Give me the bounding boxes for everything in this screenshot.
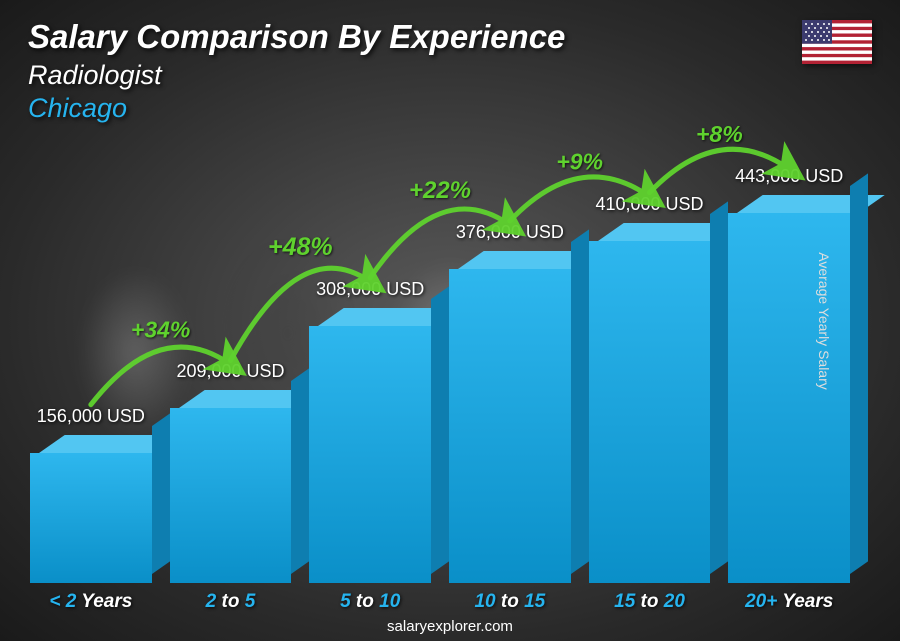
growth-arc bbox=[510, 177, 650, 221]
growth-arc bbox=[370, 209, 510, 278]
growth-arc bbox=[91, 347, 231, 405]
x-axis: < 2 Years 2 to 5 5 to 10 10 to 15 15 to 20 20… bbox=[30, 591, 850, 613]
growth-percent-label: +8% bbox=[696, 121, 743, 147]
growth-arc bbox=[650, 149, 790, 192]
usa-flag-icon bbox=[802, 20, 872, 64]
growth-arc bbox=[231, 268, 371, 360]
footer-attribution: salaryexplorer.com bbox=[0, 618, 900, 635]
growth-percent-label: +22% bbox=[409, 177, 471, 204]
page-title: Salary Comparison By Experience bbox=[28, 18, 872, 56]
x-axis-label: 15 to 20 bbox=[589, 591, 711, 613]
growth-percent-label: +34% bbox=[131, 316, 190, 342]
y-axis-label: Average Yearly Salary bbox=[815, 252, 831, 390]
header: Salary Comparison By Experience Radiolog… bbox=[28, 18, 872, 124]
growth-percent-label: +9% bbox=[556, 149, 603, 175]
x-axis-label: 10 to 15 bbox=[449, 591, 571, 613]
x-axis-label: 2 to 5 bbox=[170, 591, 292, 613]
growth-arcs: +34% +48% +22% +9% +8% bbox=[30, 113, 850, 583]
x-axis-label: 20+ Years bbox=[728, 591, 850, 613]
x-axis-label: 5 to 10 bbox=[309, 591, 431, 613]
subtitle: Radiologist bbox=[28, 60, 872, 91]
x-axis-label: < 2 Years bbox=[30, 591, 152, 613]
growth-percent-label: +48% bbox=[268, 233, 333, 261]
